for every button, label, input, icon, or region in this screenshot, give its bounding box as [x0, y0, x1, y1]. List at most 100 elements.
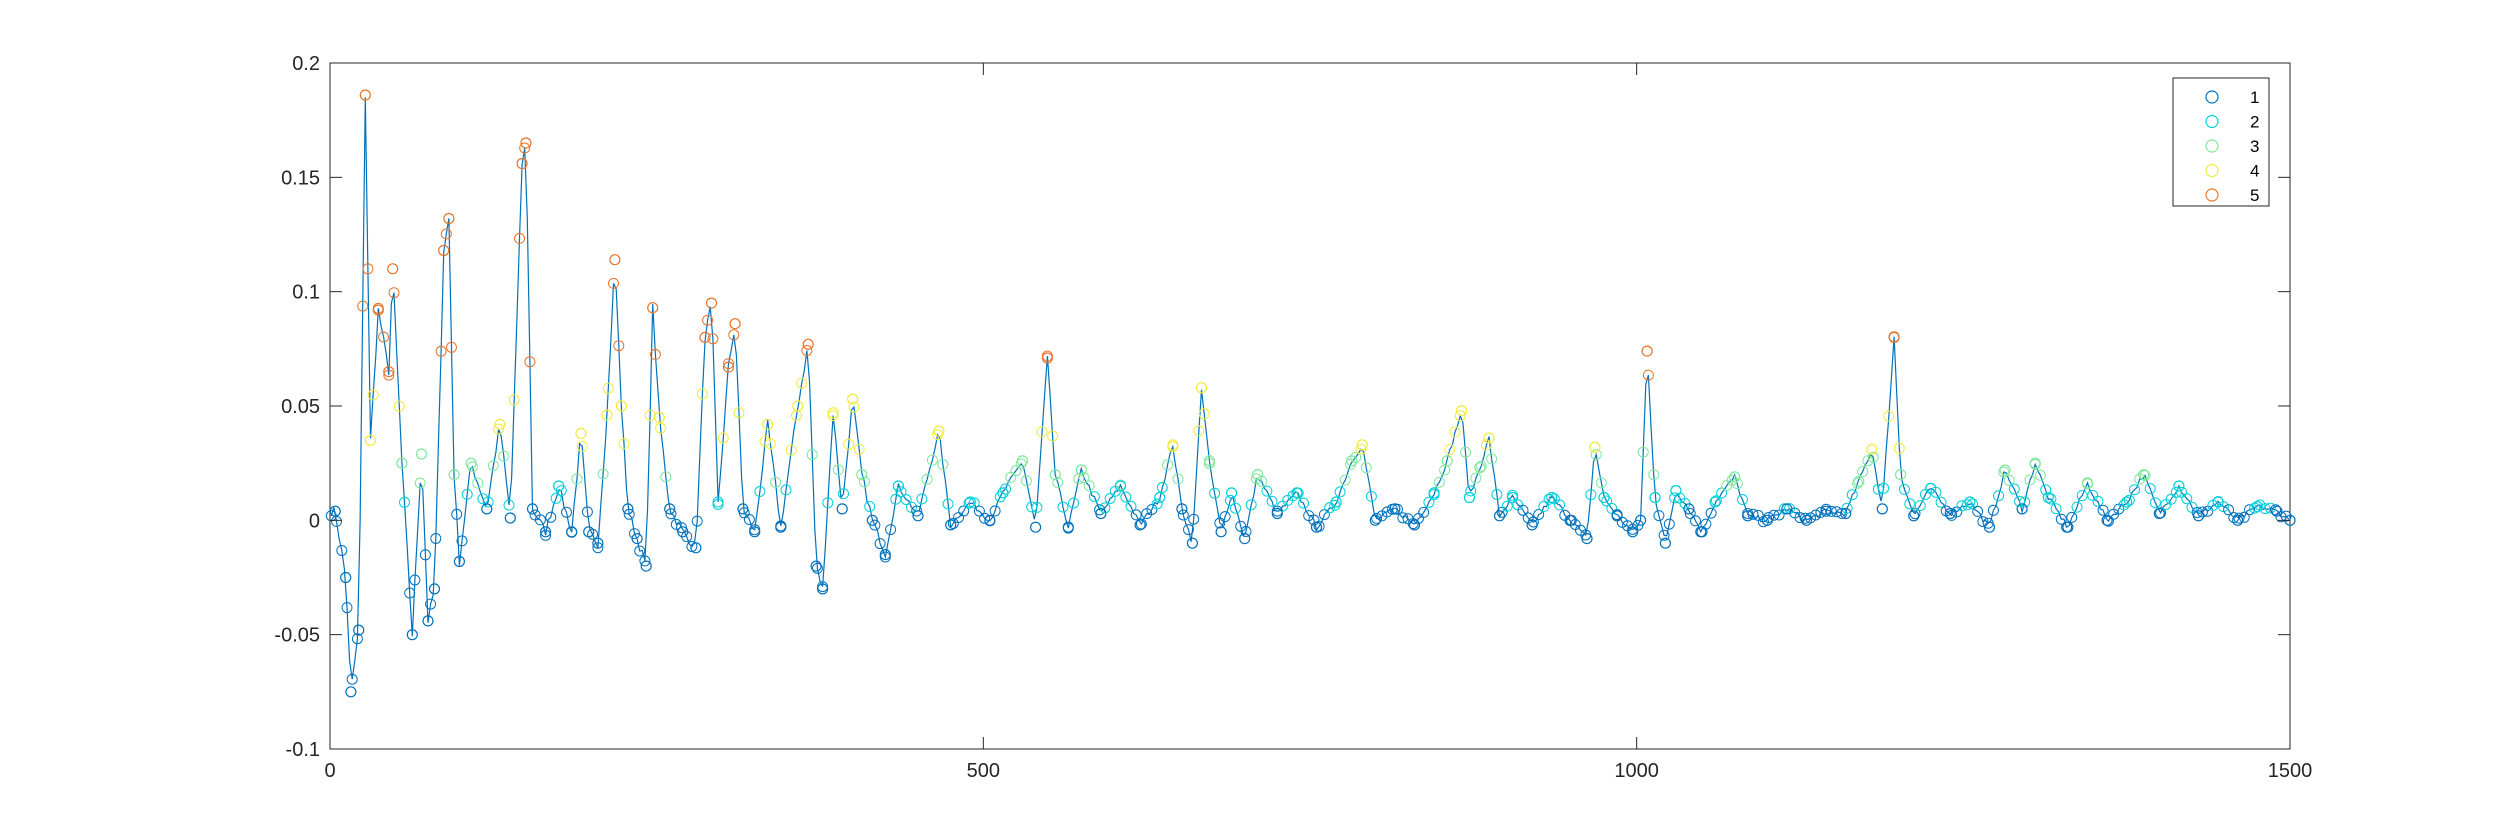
data-point: [1156, 482, 1168, 493]
data-point: [1460, 446, 1471, 458]
y-tick-label: 0.1: [292, 282, 320, 304]
peak-point: [2121, 496, 2133, 508]
peak-point: [1252, 469, 1264, 481]
x-axis: 0 500 1000 1500: [324, 63, 2312, 782]
peak-point: [396, 457, 408, 469]
legend-label-2: 2: [2250, 113, 2259, 132]
peak-point: [1683, 503, 1695, 515]
data-point: [1799, 512, 1811, 524]
data-point: [770, 476, 782, 488]
peak-point: [1195, 382, 1208, 394]
data-point: [921, 473, 933, 485]
data-point: [2034, 469, 2046, 481]
peak-point: [1589, 441, 1601, 453]
data-point: [639, 555, 651, 567]
data-point: [576, 440, 588, 452]
data-point: [2055, 513, 2067, 525]
data-point: [1355, 443, 1367, 455]
data-point: [885, 524, 897, 536]
peak-point: [690, 542, 702, 554]
peak-point: [1853, 475, 1865, 488]
data-point: [1872, 483, 1884, 495]
data-point: [2270, 504, 2282, 516]
data-point: [895, 486, 907, 498]
peak-point: [912, 510, 924, 522]
peak-point: [1356, 439, 1368, 451]
peak-point: [722, 361, 735, 373]
peak-point: [762, 418, 774, 430]
data-point: [1130, 509, 1142, 521]
peak-point: [1330, 496, 1342, 508]
legend-marker-5: [2205, 188, 2219, 202]
data-point: [733, 407, 745, 419]
peak-point: [2138, 469, 2150, 481]
data-point: [1198, 408, 1210, 420]
data-point: [838, 488, 849, 500]
data-point: [1423, 496, 1435, 508]
data-point: [979, 512, 991, 524]
data-point: [1841, 502, 1853, 514]
peak-point: [945, 519, 957, 531]
data-point: [1465, 485, 1477, 497]
peak-point: [2251, 501, 2263, 513]
data-point: [1068, 497, 1079, 509]
data-point: [1470, 472, 1482, 484]
peak-point: [1176, 503, 1188, 515]
peak-point: [1964, 496, 1976, 508]
peak-point: [622, 503, 634, 515]
data-point: [1339, 474, 1351, 486]
data-point: [1883, 410, 1895, 422]
data-point: [351, 633, 363, 645]
peak-point: [677, 526, 689, 538]
data-point: [2197, 506, 2208, 518]
data-point: [1554, 499, 1566, 511]
data-point: [383, 369, 395, 381]
peak-point: [1999, 464, 2011, 476]
data-point: [1188, 513, 1200, 525]
data-point: [1642, 369, 1654, 381]
data-point: [1120, 491, 1132, 503]
data-point: [1585, 489, 1597, 501]
data-point: [1893, 442, 1905, 454]
peak-point: [1761, 514, 1773, 526]
data-point: [1690, 515, 1701, 527]
data-point: [1517, 504, 1529, 516]
data-point: [357, 300, 369, 312]
y-tick-label: 0.2: [292, 53, 320, 75]
data-point: [1454, 410, 1466, 422]
data-point: [1172, 473, 1184, 485]
y-tick-label: 0.15: [281, 167, 320, 189]
data-point: [1209, 487, 1221, 499]
peak-point: [1866, 443, 1878, 455]
peak-point: [345, 686, 357, 698]
peak-point: [1944, 507, 1956, 520]
data-point: [1026, 501, 1038, 513]
peak-point: [353, 624, 365, 636]
data-point: [1538, 500, 1550, 512]
data-point: [571, 473, 583, 485]
data-point: [900, 494, 912, 506]
data-point: [561, 506, 572, 518]
data-point: [2045, 493, 2057, 505]
data-point: [1961, 499, 1973, 511]
peak-point: [453, 555, 465, 568]
data-point: [1365, 490, 1377, 502]
peak-point: [1455, 405, 1468, 417]
x-tick-label: 500: [967, 760, 1000, 782]
data-point: [545, 511, 557, 523]
legend-box: [2172, 77, 2270, 207]
peak-point: [699, 331, 711, 343]
data-point: [728, 329, 740, 341]
peak-point: [1983, 521, 1996, 533]
peak-point: [601, 409, 613, 421]
data-point: [1104, 493, 1116, 504]
data-point: [1747, 508, 1759, 520]
peak-point: [438, 244, 450, 257]
data-point: [2165, 493, 2177, 505]
peak-point: [775, 521, 787, 533]
data-point: [832, 464, 844, 476]
data-point: [1021, 475, 1032, 487]
peak-point: [1634, 514, 1647, 526]
data-point: [540, 529, 552, 541]
